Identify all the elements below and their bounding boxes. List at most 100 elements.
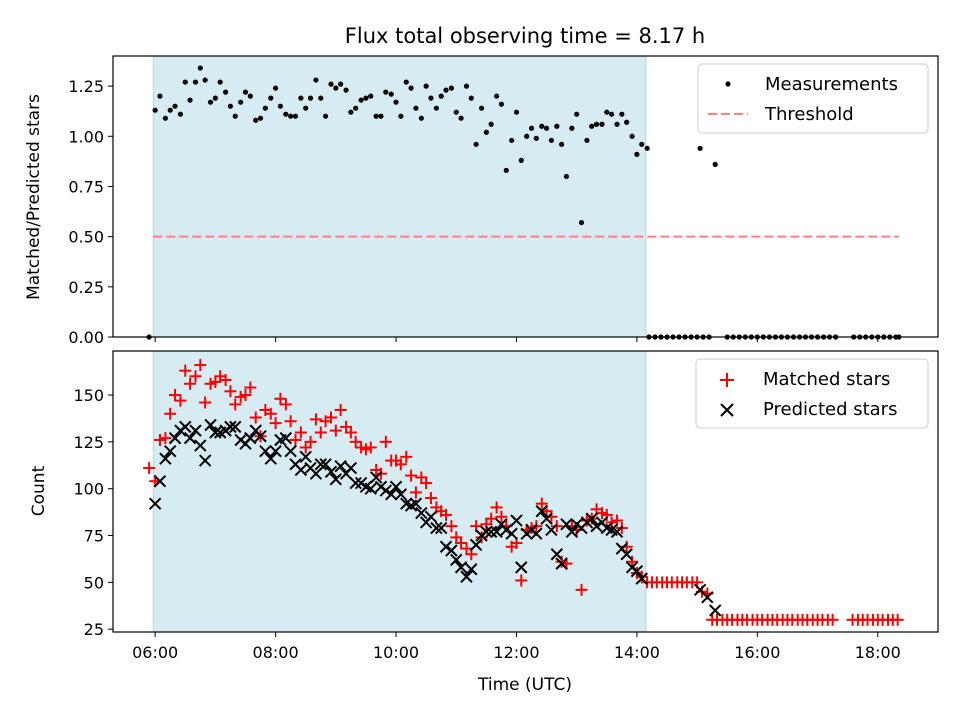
predicted-star-point — [269, 445, 282, 458]
predicted-star-point — [319, 458, 332, 471]
x-axis-label: Time (UTC) — [477, 675, 572, 695]
legend-measurements-label: Measurements — [765, 74, 898, 95]
predicted-star-point — [209, 426, 222, 439]
measurement-point — [167, 107, 173, 113]
predicted-star-point — [259, 445, 272, 458]
predicted-star-point — [349, 476, 362, 490]
predicted-star-point — [424, 510, 438, 523]
measurement-point — [368, 93, 374, 99]
predicted-star-point — [369, 471, 383, 484]
measurement-point — [187, 97, 193, 103]
panel-ratio-y-ticks: 0.00 0.25 0.50 0.75 1.00 1.25 — [68, 77, 113, 347]
legend-measurements-marker — [725, 81, 731, 87]
predicted-star-point — [480, 525, 493, 538]
matched-star-point — [379, 435, 392, 448]
measurement-point — [463, 83, 470, 89]
measurement-point — [629, 133, 635, 139]
measurement-point — [383, 89, 389, 95]
measurement-point — [393, 99, 399, 105]
matched-star-point — [169, 389, 182, 402]
x-tick-label: 06:00 — [132, 643, 178, 662]
measurement-point — [473, 141, 479, 147]
predicted-star-point — [550, 548, 564, 561]
matched-star-point — [409, 486, 422, 499]
predicted-star-point — [153, 474, 167, 488]
measurement-point — [599, 121, 605, 127]
measurement-point — [207, 99, 214, 105]
matched-star-point — [264, 407, 277, 420]
x-tick-label: 16:00 — [734, 643, 780, 662]
matched-star-point — [515, 574, 528, 587]
legend-bottom-box — [695, 358, 929, 429]
measurement-point — [322, 113, 329, 119]
measurement-point — [202, 77, 208, 83]
predicted-star-point — [409, 497, 423, 510]
y-tick-label: 75 — [84, 527, 104, 546]
predicted-star-point — [460, 570, 473, 583]
measurement-point — [303, 105, 309, 111]
measurement-point — [162, 115, 168, 121]
predicted-star-point — [168, 431, 182, 445]
predicted-stars-points — [148, 418, 722, 617]
measurement-point — [177, 111, 184, 117]
predicted-star-point — [535, 504, 548, 518]
matched-star-point — [289, 433, 302, 446]
matched-star-point — [284, 415, 297, 428]
measurement-point — [418, 115, 424, 121]
panel-ratio-shade — [152, 55, 647, 338]
predicted-star-point — [198, 454, 212, 467]
y-tick-label: 0.00 — [68, 328, 104, 347]
predicted-star-point — [389, 480, 403, 494]
measurement-points — [146, 65, 902, 340]
measurement-point — [358, 97, 364, 103]
matched-star-point — [405, 469, 418, 482]
predicted-star-point — [329, 473, 343, 486]
panel-ratio-frame — [112, 55, 939, 338]
measurement-point — [338, 81, 344, 87]
measurement-point — [152, 107, 158, 113]
predicted-star-point — [635, 572, 648, 585]
measurement-point — [172, 103, 178, 109]
measurement-point — [639, 141, 645, 147]
measurement-point — [313, 77, 319, 83]
panel-count-frame — [112, 350, 939, 633]
predicted-star-point — [179, 420, 192, 434]
measurement-point — [498, 101, 505, 107]
y-tick-label: 25 — [84, 620, 104, 639]
predicted-star-point — [415, 506, 428, 520]
measurement-point — [283, 111, 289, 117]
panel-count-y-label: Count — [29, 465, 49, 516]
matched-star-point — [550, 520, 563, 533]
matched-star-point — [364, 441, 377, 454]
matched-star-point — [239, 389, 252, 402]
measurement-point — [182, 79, 188, 85]
legend-threshold-label: Threshold — [764, 104, 854, 125]
predicted-star-point — [229, 420, 242, 434]
measurement-point — [403, 79, 409, 85]
measurement-point — [292, 113, 299, 119]
matched-star-point — [891, 613, 904, 626]
measurement-point — [509, 137, 515, 143]
predicted-star-point — [364, 482, 377, 495]
matched-star-point — [274, 392, 287, 405]
matched-star-point — [279, 398, 292, 411]
measurement-point — [197, 65, 203, 71]
matched-star-point — [490, 501, 503, 514]
measurement-point — [697, 145, 703, 151]
measurement-point — [438, 93, 444, 99]
legend-bottom: Matched stars Predicted stars — [695, 358, 929, 429]
predicted-star-point — [334, 460, 347, 473]
predicted-star-point — [254, 430, 267, 443]
predicted-star-point — [385, 488, 398, 501]
predicted-star-point — [540, 512, 553, 525]
panel-count-y-ticks: 25 50 75 100 125 150 — [73, 386, 113, 639]
matched-star-point — [249, 411, 262, 424]
predicted-star-point — [224, 420, 237, 434]
chart-title: Flux total observing time = 8.17 h — [345, 24, 705, 48]
measurement-point — [548, 137, 554, 143]
predicted-star-point — [279, 431, 293, 445]
measurement-point — [458, 115, 464, 121]
measurement-point — [563, 173, 570, 180]
measurement-point — [453, 109, 459, 115]
measurement-point — [217, 79, 223, 85]
